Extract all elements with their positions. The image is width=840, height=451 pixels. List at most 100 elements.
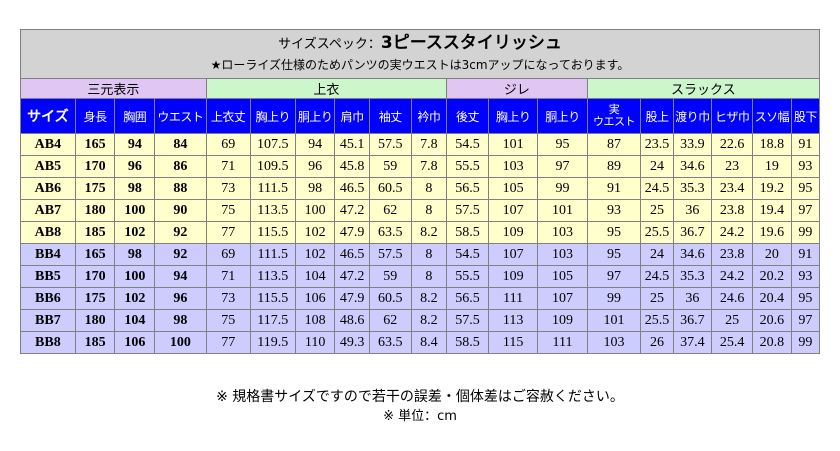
table-row: AB8 185 102 92 77 115.5 102 47.9 63.5 8.2 58.5 109 1… <box>20 221 821 244</box>
table-cell: 99 <box>790 221 821 244</box>
table-cell: 69 <box>205 243 251 266</box>
table-cell: 19 <box>752 155 792 178</box>
table-cell: 95 <box>790 177 821 200</box>
table-cell: 165 <box>74 133 116 156</box>
column-header: スソ幅 <box>752 98 792 134</box>
table-cell: 24.2 <box>711 221 754 244</box>
table-cell: 95 <box>790 287 821 310</box>
group-jacket: 上衣 <box>205 78 448 99</box>
table-cell: 119.5 <box>249 331 296 354</box>
table-cell: 35.3 <box>672 265 713 288</box>
table-cell: 99 <box>790 331 821 354</box>
table-row: BB5 170 100 94 71 113.5 104 47.2 59 8 55.5 109 105 97… <box>20 265 821 288</box>
table-cell: 54.5 <box>446 243 489 266</box>
table-cell: 95 <box>586 221 642 244</box>
table-cell: 100 <box>154 331 207 354</box>
column-header: 後丈 <box>446 98 489 134</box>
table-cell: 8.2 <box>410 309 448 332</box>
table-cell: 33.9 <box>672 133 713 156</box>
table-cell: 86 <box>154 155 207 178</box>
table-cell: 180 <box>74 309 116 332</box>
table-cell: 56.5 <box>446 287 489 310</box>
table-cell: 170 <box>74 155 116 178</box>
table-cell: 94 <box>154 265 207 288</box>
table-cell: 7.8 <box>410 155 448 178</box>
table-cell: 46.5 <box>334 177 370 200</box>
table-cell: 97 <box>790 309 821 332</box>
table-cell: 110 <box>294 331 336 354</box>
column-header: 股上 <box>640 98 674 134</box>
table-cell: 69 <box>205 133 251 156</box>
table-row: BB6 175 102 96 73 115.5 106 47.9 60.5 8.2 56.5 111 1… <box>20 287 821 310</box>
table-cell: 24.6 <box>711 287 754 310</box>
table-cell: 22.6 <box>711 133 754 156</box>
table-cell: 185 <box>74 221 116 244</box>
table-cell: 102 <box>294 221 336 244</box>
table-row: AB7 180 100 90 75 113.5 100 47.2 62 8 57.5 107 101 93… <box>20 199 821 222</box>
table-cell: 45.1 <box>334 133 370 156</box>
table-cell: 60.5 <box>368 287 412 310</box>
group-slacks: スラックス <box>586 78 821 99</box>
table-cell: 101 <box>586 309 642 332</box>
column-header: ヒザ巾 <box>711 98 754 134</box>
table-cell: 18.8 <box>752 133 792 156</box>
table-cell: 58.5 <box>446 331 489 354</box>
column-header: 股下 <box>790 98 821 134</box>
table-cell: 91 <box>790 243 821 266</box>
table-cell: 101 <box>487 133 539 156</box>
table-cell: 8 <box>410 177 448 200</box>
table-cell: 19.6 <box>752 221 792 244</box>
table-cell: 95 <box>586 243 642 266</box>
table-cell: 115 <box>487 331 539 354</box>
table-cell: 102 <box>114 287 156 310</box>
group-vest: ジレ <box>446 78 588 99</box>
table-cell: 103 <box>537 243 588 266</box>
table-cell: 104 <box>114 309 156 332</box>
table-cell: 75 <box>205 199 251 222</box>
table-cell: 84 <box>154 133 207 156</box>
table-cell: 36.7 <box>672 221 713 244</box>
table-cell: 56.5 <box>446 177 489 200</box>
table-cell: 45.8 <box>334 155 370 178</box>
table-cell: 62 <box>368 199 412 222</box>
table-cell: 34.6 <box>672 243 713 266</box>
table-cell: 88 <box>154 177 207 200</box>
table-cell: 71 <box>205 265 251 288</box>
table-cell: 25 <box>711 309 754 332</box>
table-cell: 102 <box>114 221 156 244</box>
table-cell: 111.5 <box>249 177 296 200</box>
table-cell: 97 <box>537 155 588 178</box>
table-cell: 57.5 <box>368 243 412 266</box>
table-cell: 102 <box>294 243 336 266</box>
table-cell: 77 <box>205 331 251 354</box>
table-cell: 96 <box>294 155 336 178</box>
size-cell: BB6 <box>20 287 76 310</box>
size-cell: AB6 <box>20 177 76 200</box>
table-cell: 93 <box>790 155 821 178</box>
table-cell: 20.4 <box>752 287 792 310</box>
table-cell: 100 <box>294 199 336 222</box>
table-cell: 26 <box>640 331 674 354</box>
table-cell: 57.5 <box>368 133 412 156</box>
table-cell: 25 <box>640 199 674 222</box>
table-cell: 97 <box>586 265 642 288</box>
table-cell: 36.7 <box>672 309 713 332</box>
tolerance-note: ※ 規格書サイズですので若干の誤差・個体差はご容赦ください。 <box>216 389 624 405</box>
column-header: 渡り巾 <box>672 98 713 134</box>
table-cell: 55.5 <box>446 155 489 178</box>
table-cell: 98 <box>114 177 156 200</box>
table-cell: 77 <box>205 221 251 244</box>
table-cell: 55.5 <box>446 265 489 288</box>
table-cell: 175 <box>74 177 116 200</box>
table-cell: 90 <box>154 199 207 222</box>
table-cell: 107.5 <box>249 133 296 156</box>
table-cell: 117.5 <box>249 309 296 332</box>
table-cell: 101 <box>537 199 588 222</box>
table-cell: 99 <box>537 177 588 200</box>
table-cell: 115.5 <box>249 221 296 244</box>
table-cell: 63.5 <box>368 331 412 354</box>
table-cell: 105 <box>537 265 588 288</box>
table-cell: 48.6 <box>334 309 370 332</box>
table-cell: 175 <box>74 287 116 310</box>
column-header: 胸上り <box>487 98 539 134</box>
